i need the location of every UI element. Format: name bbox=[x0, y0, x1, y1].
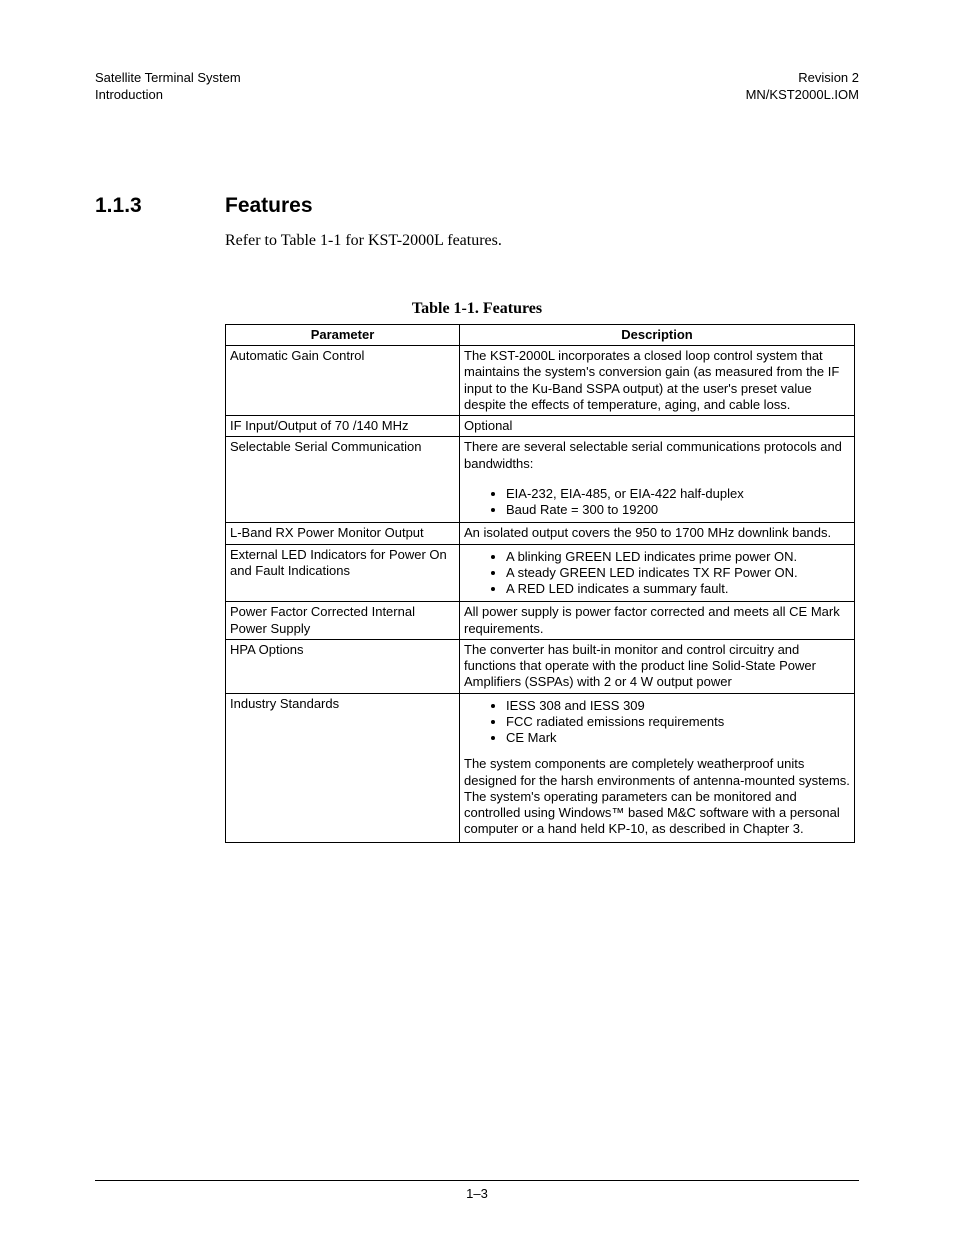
desc-list: A blinking GREEN LED indicates prime pow… bbox=[464, 549, 850, 598]
param-cell: IF Input/Output of 70 /140 MHz bbox=[226, 416, 460, 437]
param-cell: Automatic Gain Control bbox=[226, 346, 460, 416]
list-item: IESS 308 and IESS 309 bbox=[506, 698, 850, 714]
section-number: 1.1.3 bbox=[95, 194, 225, 218]
list-item: A RED LED indicates a summary fault. bbox=[506, 581, 850, 597]
header-right-line2: MN/KST2000L.IOM bbox=[746, 87, 859, 104]
param-cell: Industry Standards bbox=[226, 693, 460, 842]
param-cell: HPA Options bbox=[226, 639, 460, 693]
desc-cell: The converter has built-in monitor and c… bbox=[460, 639, 855, 693]
desc-text: There are several selectable serial comm… bbox=[464, 439, 850, 472]
table-row: Automatic Gain Control The KST-2000L inc… bbox=[226, 346, 855, 416]
table-header-description: Description bbox=[460, 324, 855, 345]
page: Satellite Terminal System Introduction R… bbox=[0, 0, 954, 1235]
desc-text: The system components are completely wea… bbox=[464, 756, 850, 837]
footer-page-number: 1–3 bbox=[0, 1186, 954, 1201]
param-cell: Selectable Serial Communication bbox=[226, 437, 460, 523]
header-left-line1: Satellite Terminal System bbox=[95, 70, 241, 87]
list-item: Baud Rate = 300 to 19200 bbox=[506, 502, 850, 518]
list-item: A steady GREEN LED indicates TX RF Power… bbox=[506, 565, 850, 581]
desc-cell: All power supply is power factor correct… bbox=[460, 602, 855, 640]
table-row: L-Band RX Power Monitor Output An isolat… bbox=[226, 523, 855, 544]
desc-cell: A blinking GREEN LED indicates prime pow… bbox=[460, 544, 855, 602]
desc-cell: The KST-2000L incorporates a closed loop… bbox=[460, 346, 855, 416]
header-right-line1: Revision 2 bbox=[746, 70, 859, 87]
table-header-parameter: Parameter bbox=[226, 324, 460, 345]
table-row: Selectable Serial Communication There ar… bbox=[226, 437, 855, 523]
section-heading: 1.1.3 Features bbox=[95, 194, 859, 218]
table-row: HPA Options The converter has built-in m… bbox=[226, 639, 855, 693]
desc-list: EIA-232, EIA-485, or EIA-422 half-duplex… bbox=[464, 486, 850, 519]
desc-list: IESS 308 and IESS 309 FCC radiated emiss… bbox=[464, 698, 850, 747]
table-row: IF Input/Output of 70 /140 MHz Optional bbox=[226, 416, 855, 437]
desc-cell: An isolated output covers the 950 to 170… bbox=[460, 523, 855, 544]
desc-cell: Optional bbox=[460, 416, 855, 437]
features-table: Parameter Description Automatic Gain Con… bbox=[225, 324, 855, 843]
header-right: Revision 2 MN/KST2000L.IOM bbox=[746, 70, 859, 104]
desc-cell: IESS 308 and IESS 309 FCC radiated emiss… bbox=[460, 693, 855, 842]
table-row: Power Factor Corrected Internal Power Su… bbox=[226, 602, 855, 640]
section-intro: Refer to Table 1-1 for KST-2000L feature… bbox=[225, 232, 859, 250]
desc-cell: There are several selectable serial comm… bbox=[460, 437, 855, 523]
list-item: A blinking GREEN LED indicates prime pow… bbox=[506, 549, 850, 565]
footer-rule bbox=[95, 1180, 859, 1181]
param-cell: External LED Indicators for Power On and… bbox=[226, 544, 460, 602]
table-header-row: Parameter Description bbox=[226, 324, 855, 345]
table-caption: Table 1-1. Features bbox=[95, 300, 859, 318]
param-cell: L-Band RX Power Monitor Output bbox=[226, 523, 460, 544]
page-header: Satellite Terminal System Introduction R… bbox=[95, 70, 859, 104]
list-item: CE Mark bbox=[506, 730, 850, 746]
list-item: EIA-232, EIA-485, or EIA-422 half-duplex bbox=[506, 486, 850, 502]
table-row: External LED Indicators for Power On and… bbox=[226, 544, 855, 602]
header-left-line2: Introduction bbox=[95, 87, 241, 104]
list-item: FCC radiated emissions requirements bbox=[506, 714, 850, 730]
section-title: Features bbox=[225, 194, 313, 218]
header-left: Satellite Terminal System Introduction bbox=[95, 70, 241, 104]
param-cell: Power Factor Corrected Internal Power Su… bbox=[226, 602, 460, 640]
table-row: Industry Standards IESS 308 and IESS 309… bbox=[226, 693, 855, 842]
